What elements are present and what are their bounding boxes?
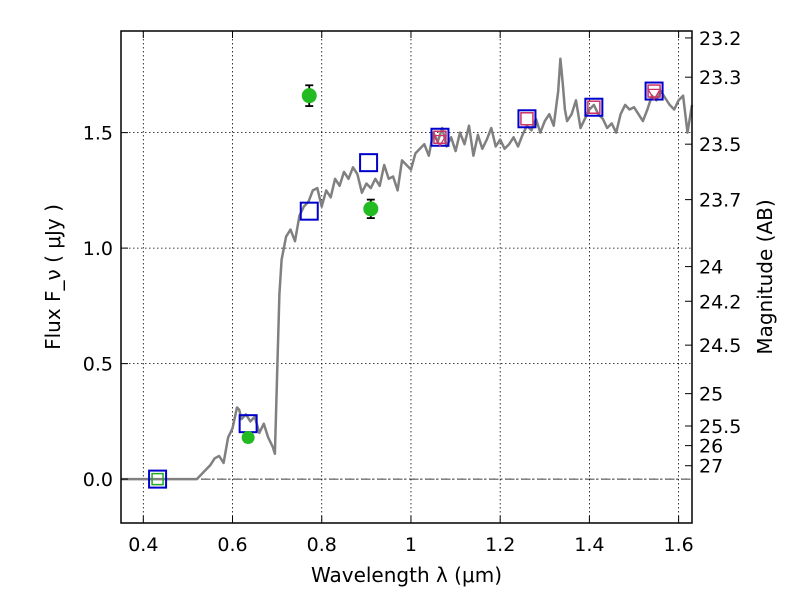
right-tick-label: 25.5 [699,416,741,438]
grid-lines [121,31,692,523]
y-tick-label: 0.0 [83,469,113,491]
right-tick-label: 24.2 [699,291,741,313]
plot-frame [120,30,693,524]
right-tick-label: 23.3 [699,67,741,89]
model-flux-square [359,153,379,173]
right-tick-label: 23.7 [699,190,741,212]
right-tick-label: 23.2 [699,28,741,50]
model-flux-square [584,97,604,117]
inner-marker-square [151,472,164,486]
x-tick-label: 0.8 [307,534,337,556]
right-tick-label: 24 [699,257,723,279]
inner-marker-square [433,130,447,145]
y-tick-label: 1.5 [83,123,113,145]
x-tick-label: 0.6 [217,534,247,556]
axis-ticks [121,31,692,523]
y-axis-label: Flux F_ν ( μJy ) [41,204,65,350]
model-flux-square [517,109,537,129]
inner-marker-square [520,112,534,126]
model-flux-square [148,469,168,489]
y-tick-label: 0.5 [83,354,113,376]
right-tick-label: 27 [699,456,723,478]
triangle-marker [432,134,448,147]
inner-marker-square [587,100,601,114]
observed-flux-point [241,431,255,445]
right-tick-label: 25 [699,384,723,406]
observed-flux-point [301,88,317,104]
right-tick-label: 24.5 [699,335,741,357]
inner-marker-square [647,84,661,98]
x-axis-label: Wavelength λ (μm) [311,563,502,587]
triangle-marker [646,88,662,101]
x-tick-label: 1.4 [574,534,604,556]
observed-flux-point [363,201,379,217]
model-flux-square [299,201,319,221]
right-tick-label: 26 [699,436,723,458]
x-tick-label: 1.6 [664,534,694,556]
x-tick-label: 0.4 [128,534,158,556]
x-tick-label: 1 [405,534,417,556]
right-tick-label: 23.5 [699,134,741,156]
tick-labels: 0.4 0.6 0.8 1 1.2 1.4 1.6 0.0 0.5 1.0 1.5 23.2 23.3 2… [83,28,742,556]
series-layer [121,57,694,489]
x-tick-label: 1.2 [485,534,515,556]
y-tick-label: 1.0 [83,238,113,260]
y-axis-right-label: Magnitude (AB) [753,199,777,354]
model-spectrum-line [121,57,694,481]
